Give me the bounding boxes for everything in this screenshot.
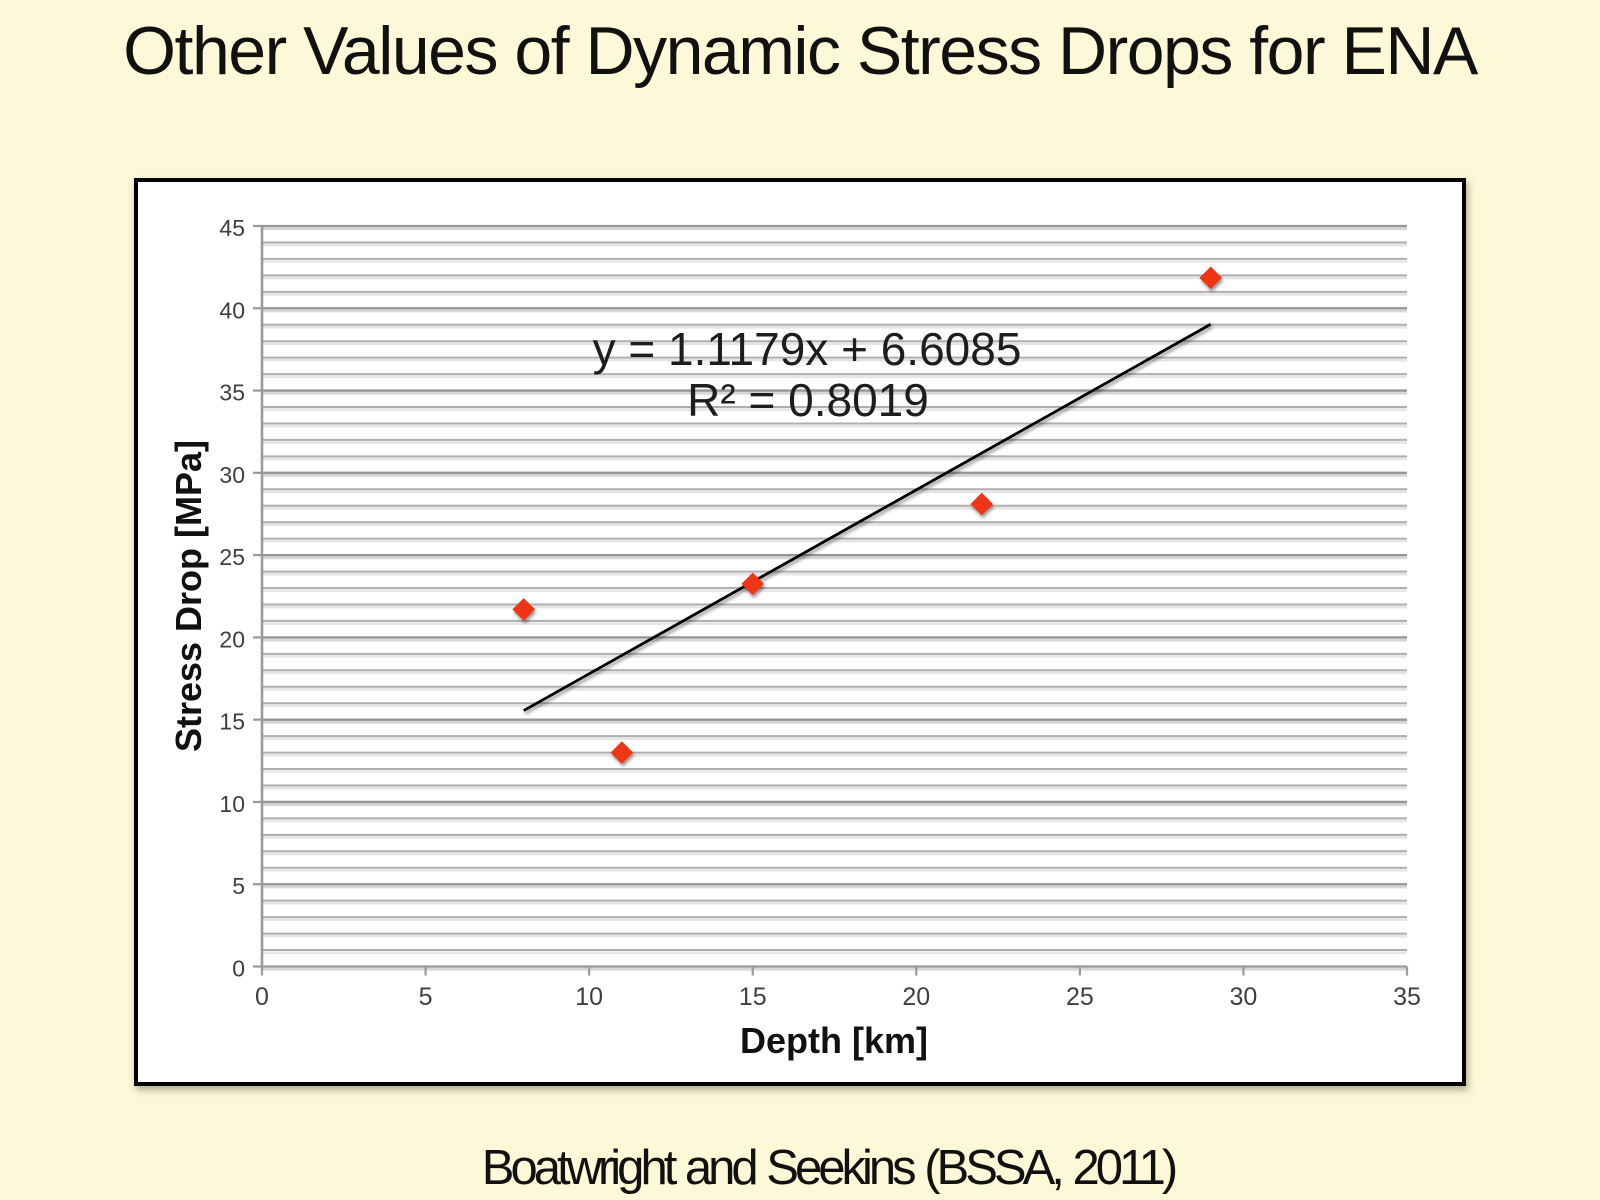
svg-text:5: 5 [232,873,245,899]
svg-text:Depth [km]: Depth [km] [740,1020,928,1061]
svg-text:35: 35 [1393,983,1421,1011]
svg-text:45: 45 [219,215,245,241]
svg-text:5: 5 [419,983,433,1011]
svg-text:35: 35 [219,380,245,406]
svg-text:40: 40 [219,297,245,323]
svg-text:20: 20 [219,626,245,652]
svg-text:y = 1.1179x + 6.6085: y = 1.1179x + 6.6085 [593,323,1022,375]
svg-text:15: 15 [739,983,767,1011]
svg-text:25: 25 [1066,983,1094,1011]
svg-text:0: 0 [255,983,269,1011]
svg-text:25: 25 [219,544,245,570]
svg-text:20: 20 [902,983,930,1011]
svg-text:15: 15 [219,709,245,735]
svg-text:10: 10 [219,791,245,817]
svg-text:Stress Drop [MPa]: Stress Drop [MPa] [168,440,209,752]
svg-text:30: 30 [219,462,245,488]
svg-text:10: 10 [575,983,603,1011]
svg-text:0: 0 [232,956,245,982]
svg-text:30: 30 [1230,983,1258,1011]
svg-text:R² = 0.8019: R² = 0.8019 [687,374,929,426]
